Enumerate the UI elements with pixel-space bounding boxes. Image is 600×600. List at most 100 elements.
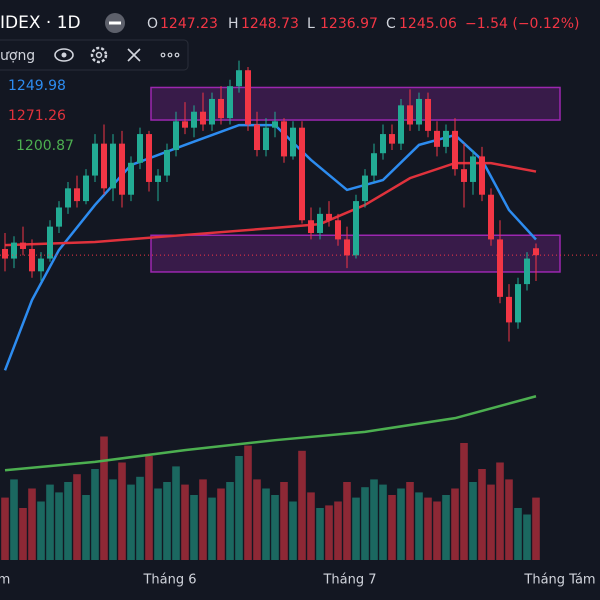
volume-bar <box>82 495 90 560</box>
candle-body <box>173 121 179 151</box>
candle-body <box>146 134 152 182</box>
candle-body <box>371 153 377 176</box>
x-tick-label: Tháng Tám <box>523 573 595 588</box>
candle-body <box>389 134 395 144</box>
candle-body <box>299 127 305 221</box>
candle-body <box>479 156 485 195</box>
volume-bar <box>523 514 531 560</box>
candle-body <box>380 134 386 154</box>
close-icon[interactable] <box>127 48 141 62</box>
candle-body <box>524 258 530 285</box>
volume-bar <box>442 495 450 560</box>
volume-bar <box>262 488 270 560</box>
candle-body <box>488 194 494 240</box>
volume-bar <box>424 497 432 560</box>
candle-body <box>308 220 314 234</box>
volume-bar <box>118 462 126 560</box>
volume-bar <box>145 456 153 560</box>
ohlc-value: 1247.23 <box>160 16 218 32</box>
candle-body <box>416 98 422 125</box>
volume-bar <box>46 484 54 560</box>
more-icon-dot[interactable] <box>174 52 180 58</box>
ohlc-label: O <box>147 16 158 32</box>
volume-bar <box>190 495 198 560</box>
eye-pupil <box>61 52 67 58</box>
candle-body <box>533 248 539 256</box>
candle-body <box>137 134 143 163</box>
eye-icon[interactable] <box>54 48 74 62</box>
moving-average <box>4 395 537 472</box>
volume-bar <box>388 495 396 560</box>
volume-bar <box>487 484 495 560</box>
volume-bar <box>109 479 117 560</box>
candle-body <box>236 70 242 87</box>
candle-body <box>92 143 98 176</box>
volume-bar <box>127 484 135 560</box>
candle-body <box>353 201 359 256</box>
volume-bar <box>172 466 180 560</box>
candle-body <box>317 213 323 234</box>
x-tick-label: Tháng 7 <box>322 573 376 588</box>
volume-bar <box>37 501 45 560</box>
volume-bar <box>298 450 306 560</box>
candle-body <box>65 188 71 208</box>
volume-bar <box>100 436 108 560</box>
volume-bar <box>496 462 504 560</box>
candle-body <box>254 124 260 151</box>
volume-bar <box>55 492 63 560</box>
volume-bar <box>280 482 288 560</box>
candle-body <box>398 105 404 144</box>
volume-bar <box>136 476 144 560</box>
candle-body <box>56 207 62 227</box>
ohlc-label: C <box>386 16 396 32</box>
x-tick-label: m <box>0 573 10 588</box>
ohlc-label: H <box>228 16 239 32</box>
volume-bar <box>343 482 351 560</box>
candle-body <box>209 98 215 125</box>
volume-bar <box>361 487 369 560</box>
candle-body <box>281 121 287 157</box>
volume-bar <box>316 508 324 560</box>
volume-bar <box>154 488 162 560</box>
candle-body <box>263 127 269 151</box>
volume-bar <box>334 501 342 560</box>
candle-body <box>245 70 251 125</box>
volume-bar <box>433 501 441 560</box>
candle-body <box>218 98 224 119</box>
candle-body <box>119 143 125 195</box>
volume-bar <box>325 505 333 560</box>
candle-body <box>290 127 296 157</box>
volume-bar <box>19 508 27 560</box>
candle-body <box>83 175 89 202</box>
candle-body <box>227 86 233 119</box>
volume-bar <box>505 479 513 560</box>
candle-body <box>200 111 206 125</box>
settings-icon[interactable] <box>90 46 108 64</box>
volume-bar <box>451 488 459 560</box>
candle-body <box>155 175 161 182</box>
volume-bar <box>532 497 540 560</box>
volume-bar <box>181 484 189 560</box>
ohlc-value: 1245.06 <box>399 16 457 32</box>
candle-body <box>461 169 467 182</box>
candle-body <box>38 258 44 272</box>
volume-bar <box>307 492 315 560</box>
volume-bar <box>253 479 261 560</box>
volume-bar <box>289 501 297 560</box>
ohlc-value: 1236.97 <box>320 16 378 32</box>
candle-body <box>272 121 278 128</box>
candle-body <box>326 213 332 221</box>
volume-bar <box>10 479 18 560</box>
candle-body <box>164 150 170 176</box>
candle-body <box>362 175 368 202</box>
volume-bar <box>352 497 360 560</box>
chart-title: IDEX · 1D <box>0 13 81 33</box>
more-icon-dot[interactable] <box>167 52 173 58</box>
candle-body <box>506 296 512 323</box>
volume-bar <box>514 508 522 560</box>
more-icon-dot[interactable] <box>160 52 166 58</box>
volume-bar <box>379 484 387 560</box>
candle-body <box>515 284 521 323</box>
volume-bar <box>64 482 72 560</box>
